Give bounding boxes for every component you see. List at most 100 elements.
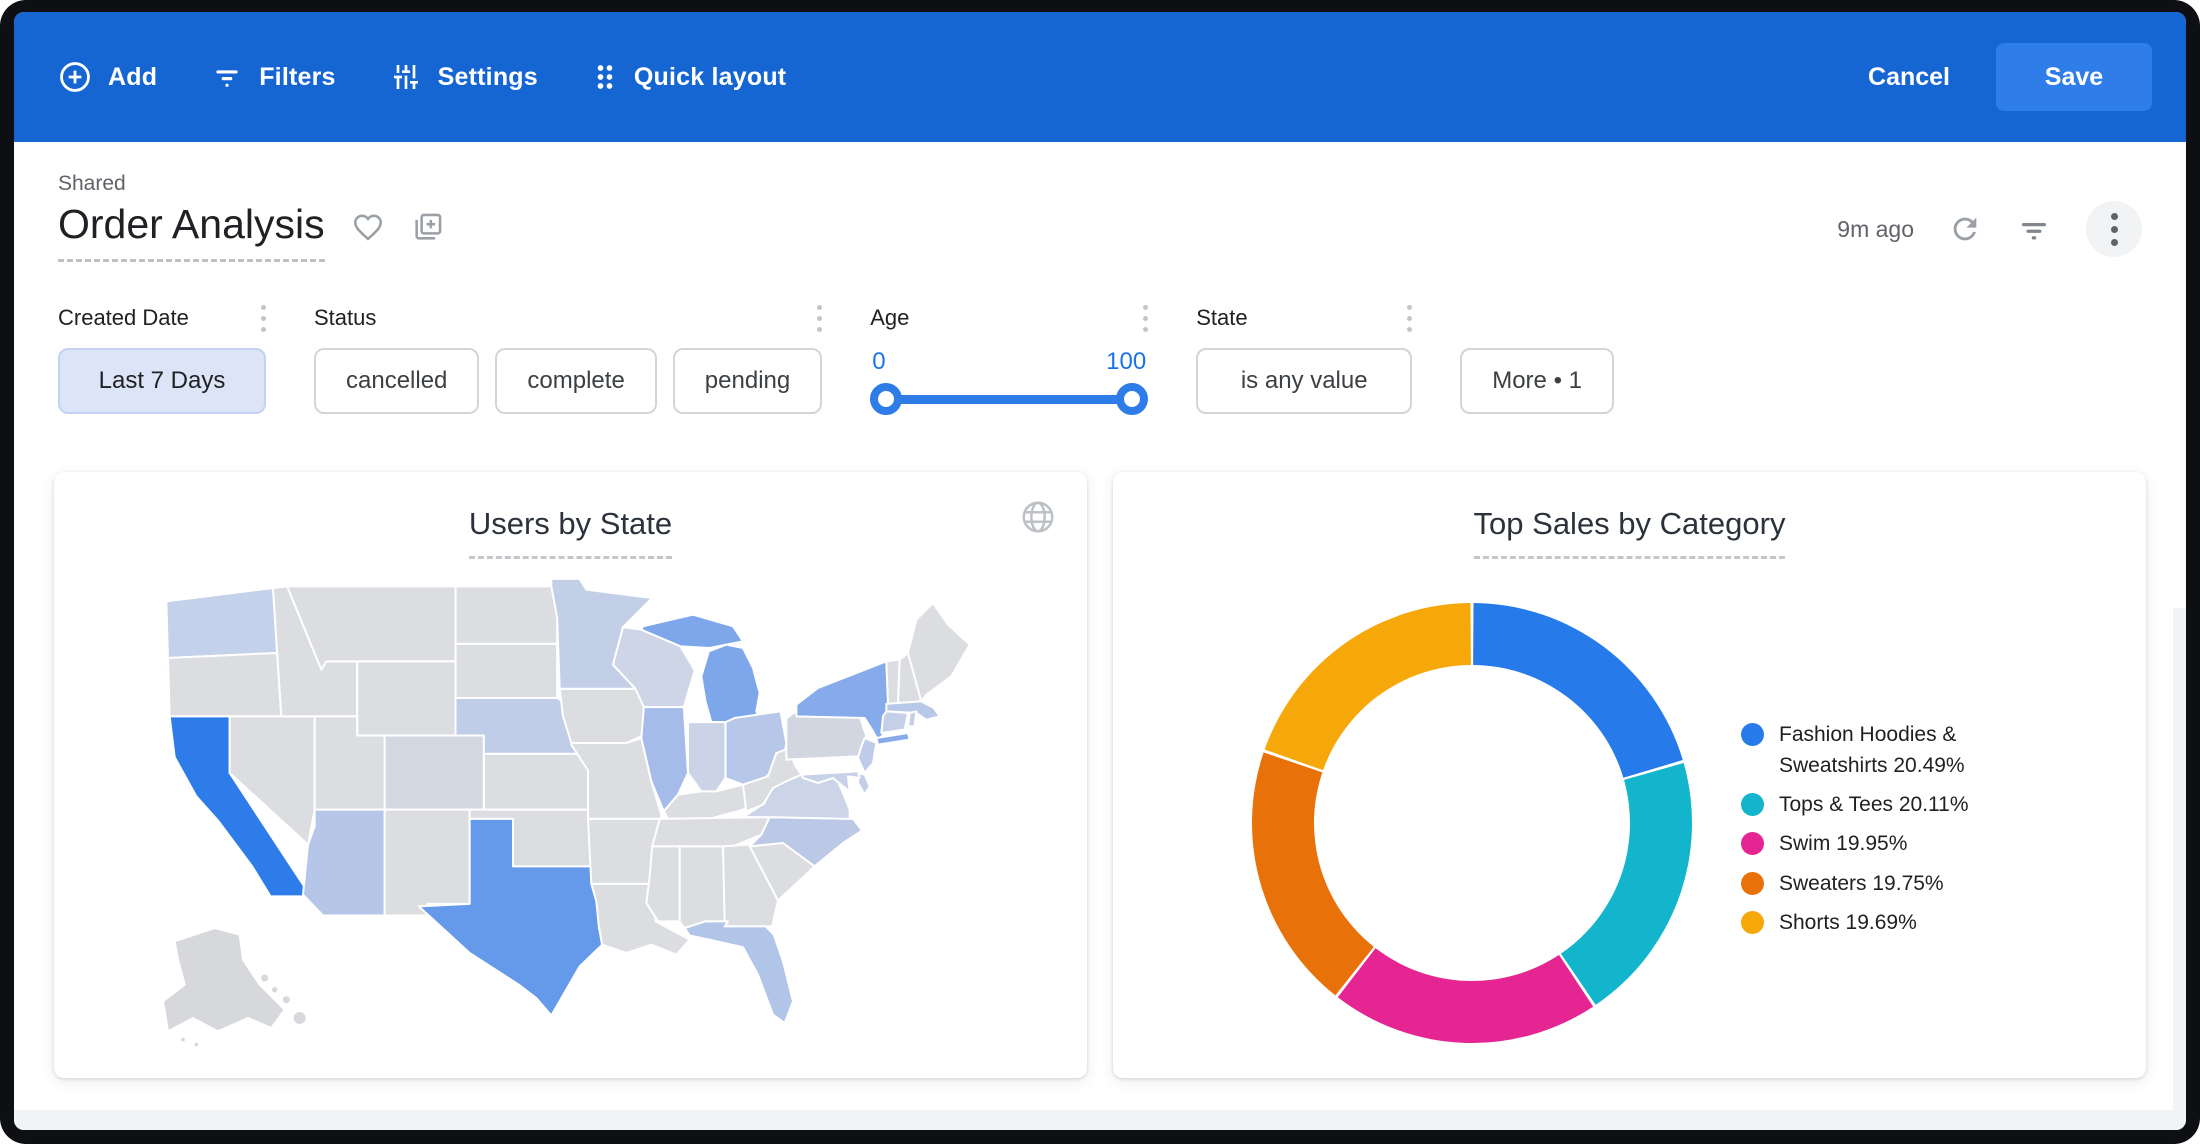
state-LI[interactable] (875, 732, 911, 746)
settings-label: Settings (437, 62, 538, 91)
status-chip-complete[interactable]: complete (495, 348, 657, 415)
state-CO[interactable] (383, 734, 485, 811)
legend-dot (1741, 723, 1764, 747)
settings-button[interactable]: Settings (390, 61, 538, 93)
page-bottom-strip (14, 1110, 2186, 1130)
state-MI[interactable] (700, 643, 761, 724)
state-menu-icon[interactable] (1387, 304, 1413, 332)
legend-label: Sweaters 19.75% (1779, 871, 1944, 895)
state-WA[interactable] (165, 587, 279, 660)
last-updated: 9m ago (1837, 215, 1914, 242)
state-MS[interactable] (645, 845, 681, 923)
tile-users-by-state: Users by State (54, 472, 1087, 1079)
legend-label: Swim 19.95% (1779, 832, 1908, 856)
state-FL[interactable] (683, 920, 794, 1025)
legend-item[interactable]: Fashion Hoodies & Sweatshirts 20.49% (1741, 720, 2131, 781)
state-WY[interactable] (356, 660, 457, 737)
state-HI[interactable] (292, 1010, 307, 1026)
donut-legend: Fashion Hoodies & Sweatshirts 20.49% Tops… (1741, 720, 2131, 939)
donut-segment-sweaters[interactable] (1252, 752, 1374, 996)
dashboard-more-menu[interactable] (2086, 201, 2142, 258)
save-button[interactable]: Save (1996, 43, 2152, 111)
age-menu-icon[interactable] (1123, 304, 1149, 332)
slider-handle-max[interactable] (1116, 383, 1149, 416)
donut-chart (1252, 603, 1692, 1044)
filters-label: Filters (259, 62, 336, 91)
app-screen: Add Filters Settings (14, 12, 2186, 1130)
age-label: Age (870, 305, 910, 331)
state-NY[interactable] (795, 660, 890, 742)
state-MD[interactable] (800, 770, 861, 793)
cancel-button[interactable]: Cancel (1868, 62, 1950, 91)
legend-item[interactable]: Tops & Tees 20.11% (1741, 790, 2131, 820)
add-button[interactable]: Add (58, 60, 157, 94)
status-chip-cancelled[interactable]: cancelled (314, 348, 480, 415)
state-HI[interactable] (281, 994, 292, 1005)
state-RI[interactable] (907, 710, 918, 728)
state-GA[interactable] (722, 843, 779, 928)
page-title[interactable]: Order Analysis (58, 201, 325, 263)
map-tile-title[interactable]: Users by State (468, 506, 673, 560)
state-KS[interactable] (482, 752, 589, 811)
legend-item[interactable]: Shorts 19.69% (1741, 908, 2131, 938)
state-DE[interactable] (857, 772, 871, 796)
title-row: Order Analysis 9m ago (58, 201, 2142, 263)
state-AK[interactable] (161, 927, 286, 1033)
dashboard-main: Shared Order Analysis 9m ago (14, 142, 2186, 1130)
filters-button[interactable]: Filters (211, 61, 335, 93)
donut-segment-fashion-hoodies-sweatshirts[interactable] (1473, 603, 1683, 778)
more-filters-chip[interactable]: More • 1 (1460, 348, 1614, 415)
quick-layout-button[interactable]: Quick layout (592, 62, 786, 92)
state-ME[interactable] (907, 602, 971, 703)
created-date-chip[interactable]: Last 7 Days (58, 348, 266, 415)
scrollbar-track[interactable] (2173, 608, 2186, 1110)
legend-dot (1741, 871, 1764, 895)
status-chip-pending[interactable]: pending (672, 348, 823, 415)
filter-age: Age 0 100 (870, 302, 1149, 416)
status-menu-icon[interactable] (797, 304, 823, 332)
filter-status: Status cancelled complete pending (314, 302, 823, 415)
dashboard-filters-icon[interactable] (2016, 211, 2052, 247)
state-TN[interactable] (651, 816, 771, 848)
created-date-menu-icon[interactable] (241, 304, 266, 332)
state-IN[interactable] (687, 721, 727, 793)
state-OR[interactable] (166, 652, 283, 718)
state-NC[interactable] (748, 816, 864, 868)
quick-layout-label: Quick layout (633, 62, 787, 91)
legend-item[interactable]: Sweaters 19.75% (1741, 869, 2131, 899)
filter-state: State is any value (1196, 302, 1413, 415)
state-IA[interactable] (558, 687, 652, 745)
slider-track[interactable] (884, 395, 1135, 405)
state-CT[interactable] (880, 710, 909, 735)
legend-label: Tops & Tees 20.11% (1779, 792, 1969, 816)
donut-tile-title[interactable]: Top Sales by Category (1473, 506, 1786, 560)
state-HI[interactable] (270, 985, 279, 994)
donut-segment-shorts[interactable] (1264, 603, 1471, 771)
refresh-icon[interactable] (1948, 212, 1982, 246)
state-MO[interactable] (570, 737, 663, 820)
favorite-heart-icon[interactable] (351, 210, 385, 244)
globe-icon[interactable] (1019, 498, 1057, 541)
donut-segment-swim[interactable] (1337, 948, 1594, 1044)
donut-segment-tops-tees[interactable] (1560, 763, 1692, 1005)
state-AK-islands[interactable] (193, 1041, 200, 1048)
state-AZ[interactable] (302, 808, 386, 917)
slider-handle-min[interactable] (870, 383, 903, 416)
legend-label: Shorts 19.69% (1779, 911, 1917, 935)
state-ND[interactable] (454, 585, 559, 645)
state-WI[interactable] (612, 626, 696, 709)
dashboard-tiles: Users by State Top Sales by Category Fas… (54, 472, 2146, 1079)
copy-dashboard-icon[interactable] (411, 210, 445, 244)
legend-item[interactable]: Swim 19.95% (1741, 829, 2131, 859)
state-HI[interactable] (259, 973, 270, 983)
edit-toolbar: Add Filters Settings (14, 12, 2186, 142)
state-SD[interactable] (454, 642, 559, 700)
state-TX[interactable] (417, 817, 604, 1017)
state-AK-islands[interactable] (179, 1036, 187, 1043)
breadcrumb: Shared (58, 172, 126, 195)
filter-more: More • 1 (1460, 302, 1614, 415)
state-NM[interactable] (383, 808, 471, 917)
state-chip[interactable]: is any value (1196, 348, 1413, 415)
state-NJ[interactable] (857, 737, 878, 775)
add-circle-icon (58, 60, 92, 94)
